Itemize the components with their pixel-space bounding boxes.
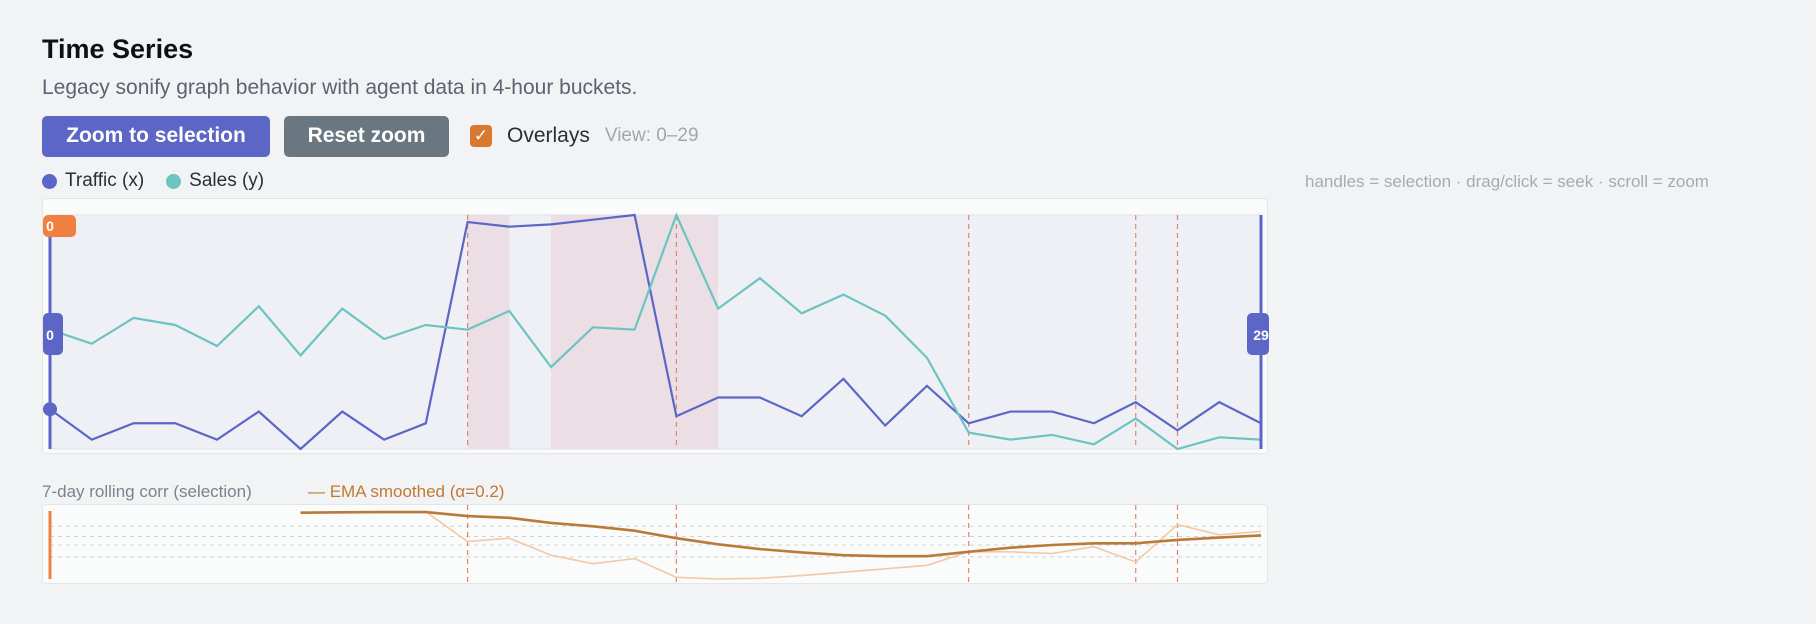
agent-shaded-range (467, 215, 510, 449)
playhead-badge-label: 0 (46, 218, 54, 234)
sales-series-line (49, 212, 1262, 451)
legend-label-traffic: Traffic (x) (65, 170, 145, 191)
corr-raw-line (300, 510, 1262, 580)
selection-end-label: 29 (1253, 327, 1269, 343)
reset-zoom-button[interactable]: Reset zoom (284, 115, 449, 157)
legend-label-sales: Sales (y) (189, 170, 265, 191)
playhead-dot (43, 402, 57, 417)
sales-swatch-icon (166, 173, 182, 189)
selection-start-handle (43, 313, 63, 355)
chart-legend: Traffic (x) Sales (y) (42, 170, 286, 192)
corr-ema-line (300, 510, 1262, 558)
page-title: Time Series (42, 34, 194, 64)
legend-item-traffic: Traffic (x) (42, 170, 144, 192)
checkmark-icon: ✓ (473, 126, 489, 145)
corr-chart-container (42, 504, 1268, 585)
legend-item-sales: Sales (y) (166, 170, 264, 192)
page-subtitle: Legacy sonify graph behavior with agent … (42, 76, 638, 99)
overlays-label[interactable]: Overlays (507, 124, 590, 147)
selection-end-handle (1247, 313, 1269, 355)
corr-ema-legend: — EMA smoothed (α=0.2) (308, 482, 505, 501)
playhead-badge (43, 215, 76, 237)
toolbar: Zoom to selection Reset zoom ✓ Overlays … (42, 115, 699, 157)
view-range-label: View: 0–29 (604, 125, 699, 146)
interaction-hint: handles = selection · drag/click = seek … (1305, 172, 1709, 191)
corr-chart (48, 505, 1262, 585)
corr-chart-title: 7-day rolling corr (selection) (42, 482, 252, 501)
main-chart[interactable]: 0 0 29 (43, 199, 1269, 455)
overlays-checkbox[interactable]: ✓ (470, 125, 492, 147)
zoom-to-selection-button[interactable]: Zoom to selection (42, 115, 270, 157)
traffic-series-line (49, 213, 1262, 451)
traffic-swatch-icon (42, 173, 57, 189)
main-chart-container[interactable]: 0 0 29 (42, 198, 1269, 455)
selection-start-label: 0 (46, 327, 54, 343)
